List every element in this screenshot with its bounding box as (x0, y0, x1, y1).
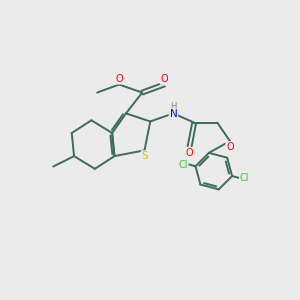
Text: S: S (142, 151, 148, 161)
Text: H: H (170, 102, 177, 111)
Text: N: N (169, 109, 177, 119)
Text: Cl: Cl (240, 173, 249, 183)
Text: O: O (185, 148, 193, 158)
Text: O: O (226, 142, 234, 152)
Text: O: O (115, 74, 123, 84)
Text: Cl: Cl (178, 160, 188, 170)
Text: O: O (160, 74, 168, 84)
